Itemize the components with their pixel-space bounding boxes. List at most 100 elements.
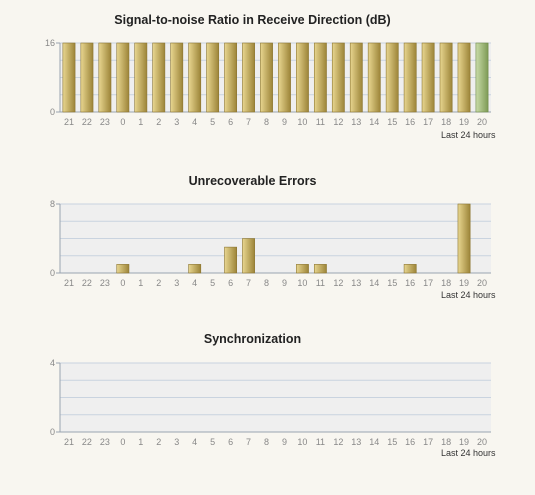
x-tick-label: 5 <box>210 117 215 127</box>
x-tick-label: 20 <box>477 278 487 288</box>
x-tick-label: 13 <box>351 117 361 127</box>
x-tick-label: 8 <box>264 117 269 127</box>
x-tick-label: 15 <box>387 278 397 288</box>
x-tick-label: 1 <box>138 278 143 288</box>
x-tick-label: 9 <box>282 278 287 288</box>
x-tick-label: 19 <box>459 437 469 447</box>
x-tick-label: 3 <box>174 437 179 447</box>
bar <box>80 42 94 113</box>
x-tick-label: 6 <box>228 117 233 127</box>
x-tick-label: 12 <box>333 117 343 127</box>
chart-xlabel: Last 24 hours <box>441 130 496 140</box>
bar <box>152 42 166 113</box>
x-tick-label: 7 <box>246 437 251 447</box>
x-tick-label: 17 <box>423 278 433 288</box>
bar <box>475 42 489 113</box>
x-tick-label: 10 <box>297 117 307 127</box>
x-tick-label: 2 <box>156 278 161 288</box>
x-tick-label: 21 <box>64 278 74 288</box>
x-tick-label: 14 <box>369 278 379 288</box>
x-tick-label: 10 <box>297 437 307 447</box>
bar <box>403 42 417 113</box>
bar <box>98 42 112 113</box>
bar <box>421 42 435 113</box>
x-tick-label: 18 <box>441 278 451 288</box>
x-tick-label: 15 <box>387 117 397 127</box>
x-tick-label: 13 <box>351 278 361 288</box>
bar <box>206 42 220 113</box>
x-tick-label: 20 <box>477 437 487 447</box>
x-tick-label: 17 <box>423 437 433 447</box>
bar <box>313 42 327 113</box>
bar <box>403 264 417 274</box>
x-tick-label: 21 <box>64 437 74 447</box>
bar <box>116 264 130 274</box>
x-tick-label: 23 <box>100 437 110 447</box>
x-tick-label: 12 <box>333 278 343 288</box>
x-tick-label: 1 <box>138 117 143 127</box>
bar <box>349 42 363 113</box>
x-tick-label: 23 <box>100 278 110 288</box>
bar <box>188 264 202 274</box>
x-tick-label: 22 <box>82 437 92 447</box>
y-tick-label: 0 <box>50 268 55 278</box>
x-tick-label: 11 <box>316 278 325 288</box>
bar <box>242 238 255 274</box>
x-tick-label: 2 <box>156 437 161 447</box>
chart-xlabel: Last 24 hours <box>441 448 496 458</box>
x-tick-label: 19 <box>459 117 469 127</box>
bar <box>296 42 309 113</box>
y-tick-label: 16 <box>45 38 55 48</box>
x-tick-label: 0 <box>120 437 125 447</box>
bar <box>367 42 381 113</box>
x-tick-label: 9 <box>282 437 287 447</box>
x-tick-label: 14 <box>369 437 379 447</box>
x-tick-label: 18 <box>441 437 451 447</box>
bar <box>224 42 238 113</box>
x-tick-label: 8 <box>264 278 269 288</box>
x-tick-label: 20 <box>477 117 487 127</box>
x-tick-label: 6 <box>228 278 233 288</box>
bar <box>224 246 238 274</box>
x-tick-label: 6 <box>228 437 233 447</box>
x-tick-label: 5 <box>210 278 215 288</box>
x-tick-label: 4 <box>192 437 197 447</box>
bar <box>457 42 471 113</box>
x-tick-label: 16 <box>405 117 415 127</box>
x-tick-label: 11 <box>316 437 325 447</box>
x-tick-label: 0 <box>120 117 125 127</box>
x-tick-label: 13 <box>351 437 361 447</box>
chart-title: Unrecoverable Errors <box>188 174 317 188</box>
bar <box>457 203 471 274</box>
x-tick-label: 9 <box>282 117 287 127</box>
chart-title: Synchronization <box>203 332 302 346</box>
bar <box>62 42 76 113</box>
chart-xlabel: Last 24 hours <box>441 290 496 300</box>
x-tick-label: 11 <box>316 117 325 127</box>
x-tick-label: 5 <box>210 437 215 447</box>
bar <box>188 42 202 113</box>
bar <box>170 42 184 113</box>
x-tick-label: 16 <box>405 278 415 288</box>
x-tick-label: 3 <box>174 278 179 288</box>
chart-title: Signal-to-noise Ratio in Receive Directi… <box>114 13 391 27</box>
x-tick-label: 14 <box>369 117 379 127</box>
bar <box>260 42 273 113</box>
x-tick-label: 22 <box>82 278 92 288</box>
x-tick-label: 16 <box>405 437 415 447</box>
x-tick-label: 19 <box>459 278 469 288</box>
x-tick-label: 1 <box>138 437 143 447</box>
x-tick-label: 4 <box>192 117 197 127</box>
bar <box>331 42 345 113</box>
bar <box>385 42 399 113</box>
y-tick-label: 0 <box>50 427 55 437</box>
x-tick-label: 7 <box>246 117 251 127</box>
bar <box>296 264 309 274</box>
x-tick-label: 22 <box>82 117 92 127</box>
x-tick-label: 8 <box>264 437 269 447</box>
x-tick-label: 10 <box>297 278 307 288</box>
x-tick-label: 2 <box>156 117 161 127</box>
